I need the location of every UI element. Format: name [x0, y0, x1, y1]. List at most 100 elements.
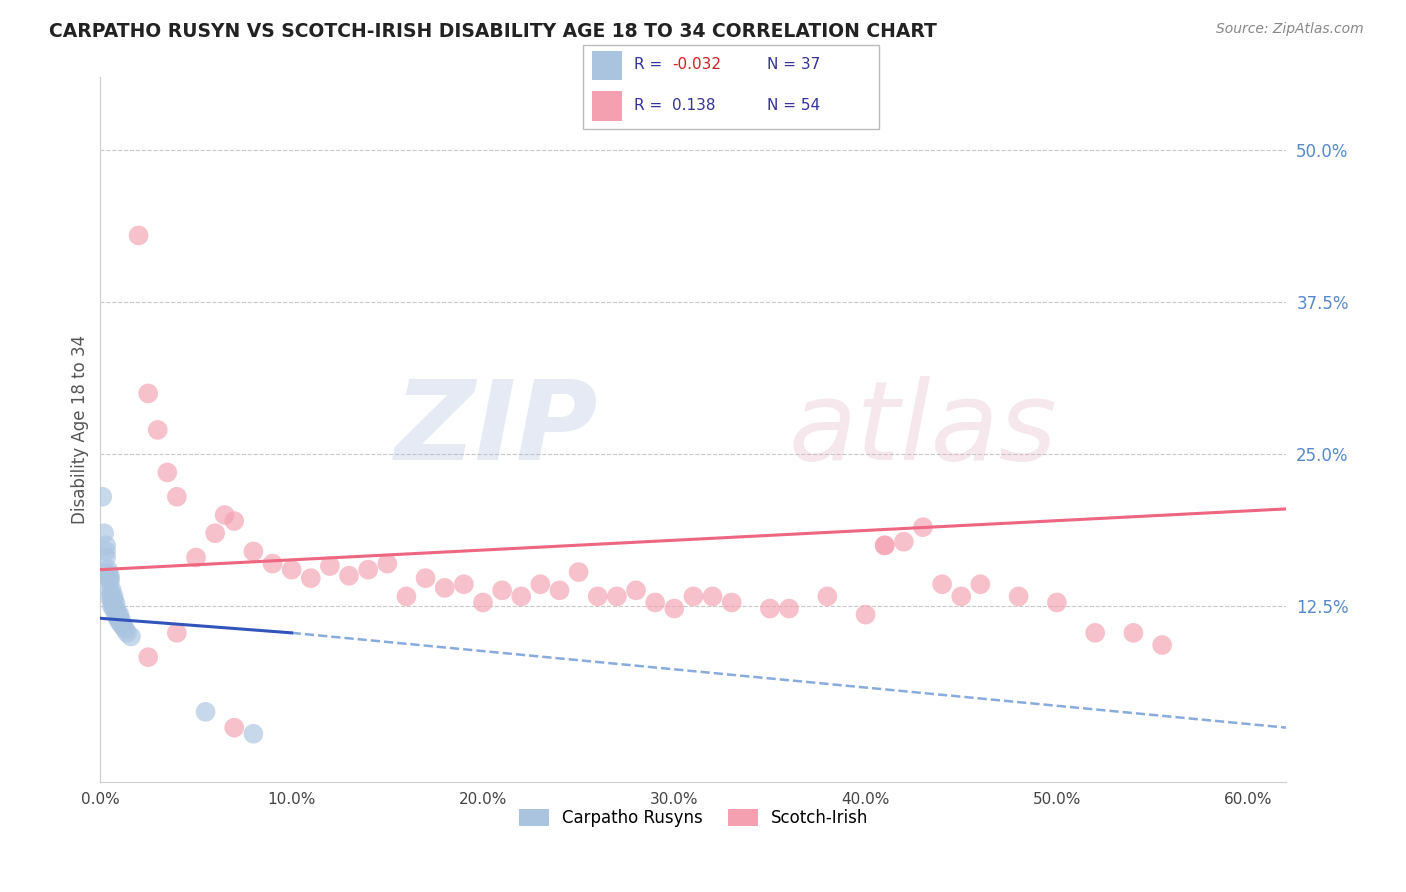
Point [242, 727, 264, 741]
Point [224, 721, 246, 735]
Point [873, 538, 896, 552]
Point [969, 577, 991, 591]
Point [166, 490, 188, 504]
Point [94, 544, 117, 558]
Point [112, 620, 135, 634]
Point [1122, 625, 1144, 640]
Point [299, 571, 322, 585]
FancyBboxPatch shape [583, 45, 879, 129]
Text: CARPATHO RUSYN VS SCOTCH-IRISH DISABILITY AGE 18 TO 34 CORRELATION CHART: CARPATHO RUSYN VS SCOTCH-IRISH DISABILIT… [49, 22, 936, 41]
Bar [592, 91, 621, 120]
Point [110, 617, 132, 632]
Y-axis label: Disability Age 18 to 34: Disability Age 18 to 34 [72, 335, 89, 524]
Point [104, 597, 127, 611]
Text: R =: R = [634, 98, 672, 113]
Point [98, 571, 121, 585]
Point [136, 386, 159, 401]
Point [280, 563, 302, 577]
Point [664, 601, 686, 615]
Point [568, 565, 591, 579]
Point [759, 601, 782, 615]
Point [108, 607, 131, 622]
Point [931, 577, 953, 591]
Point [453, 577, 475, 591]
Point [204, 526, 226, 541]
Point [120, 630, 142, 644]
Point [1007, 590, 1029, 604]
Point [262, 557, 284, 571]
Point [104, 607, 127, 622]
Point [1152, 638, 1174, 652]
Point [97, 571, 120, 585]
Point [319, 559, 342, 574]
Point [1046, 595, 1069, 609]
Text: R =: R = [634, 57, 666, 72]
Point [107, 605, 129, 619]
Point [184, 550, 207, 565]
Point [94, 550, 117, 565]
Point [586, 590, 609, 604]
Point [93, 526, 115, 541]
Point [510, 590, 533, 604]
Point [911, 520, 934, 534]
Text: -0.032: -0.032 [672, 57, 721, 72]
Text: Source: ZipAtlas.com: Source: ZipAtlas.com [1216, 22, 1364, 37]
Point [94, 538, 117, 552]
Point [337, 568, 360, 582]
Point [529, 577, 551, 591]
Point [242, 544, 264, 558]
Point [128, 228, 150, 243]
Point [720, 595, 742, 609]
Point [702, 590, 724, 604]
Point [103, 597, 125, 611]
Point [104, 601, 127, 615]
Point [778, 601, 800, 615]
Point [491, 583, 513, 598]
Point [107, 611, 129, 625]
Point [224, 514, 246, 528]
Point [395, 590, 418, 604]
Point [98, 583, 121, 598]
Point [1084, 625, 1107, 640]
Point [101, 599, 124, 614]
Point [166, 625, 188, 640]
Text: N = 54: N = 54 [766, 98, 820, 113]
Point [644, 595, 666, 609]
Point [357, 563, 380, 577]
Point [101, 593, 124, 607]
Point [98, 574, 121, 589]
Point [97, 566, 120, 581]
Text: atlas: atlas [789, 376, 1057, 483]
Point [815, 590, 838, 604]
Point [415, 571, 437, 585]
Text: ZIP: ZIP [395, 376, 599, 483]
Point [214, 508, 236, 522]
Point [101, 590, 124, 604]
Point [893, 534, 915, 549]
Point [103, 593, 125, 607]
Point [433, 581, 456, 595]
Point [110, 614, 132, 628]
Point [156, 466, 179, 480]
Point [108, 611, 131, 625]
Point [950, 590, 973, 604]
Point [91, 490, 114, 504]
Point [103, 590, 125, 604]
Point [98, 591, 121, 605]
Point [873, 538, 896, 552]
Point [115, 625, 138, 640]
Point [98, 568, 121, 582]
Point [855, 607, 877, 622]
Point [136, 650, 159, 665]
Point [548, 583, 571, 598]
Text: N = 37: N = 37 [766, 57, 820, 72]
Point [624, 583, 647, 598]
Point [472, 595, 495, 609]
Point [375, 557, 398, 571]
Point [606, 590, 628, 604]
Point [101, 583, 124, 598]
Point [108, 615, 131, 629]
Point [103, 601, 125, 615]
Point [97, 563, 120, 577]
Point [194, 705, 217, 719]
